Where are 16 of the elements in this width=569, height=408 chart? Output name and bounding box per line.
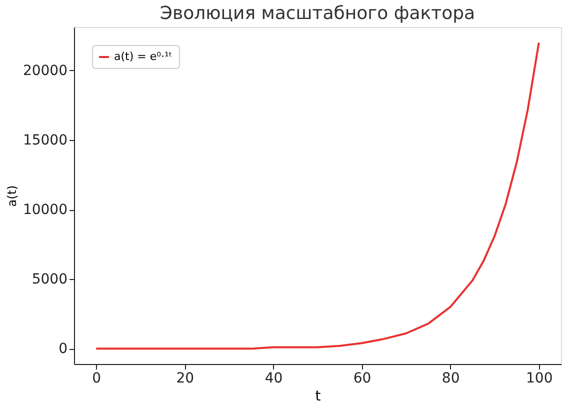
legend-label: a(t) = e⁰·¹ᵗ [114,50,172,63]
y-tick-label: 5000 [32,272,68,288]
y-axis-title: a(t) [4,185,19,207]
y-tick-label: 15000 [22,132,68,149]
chart-title: Эволюция масштабного фактора [160,3,476,24]
y-tick-label: 20000 [22,62,68,79]
line-series [95,42,540,350]
x-tick-label: 80 [442,370,460,386]
x-tick-label: 60 [353,370,372,386]
x-tick-label: 0 [92,370,102,386]
y-tick-label: 0 [58,341,68,358]
x-tick-label: 20 [176,370,194,386]
x-axis-title: t [315,388,322,404]
x-tick-label: 40 [264,370,283,386]
y-tick-label: 10000 [22,202,68,218]
x-tick-label: 100 [526,370,553,386]
